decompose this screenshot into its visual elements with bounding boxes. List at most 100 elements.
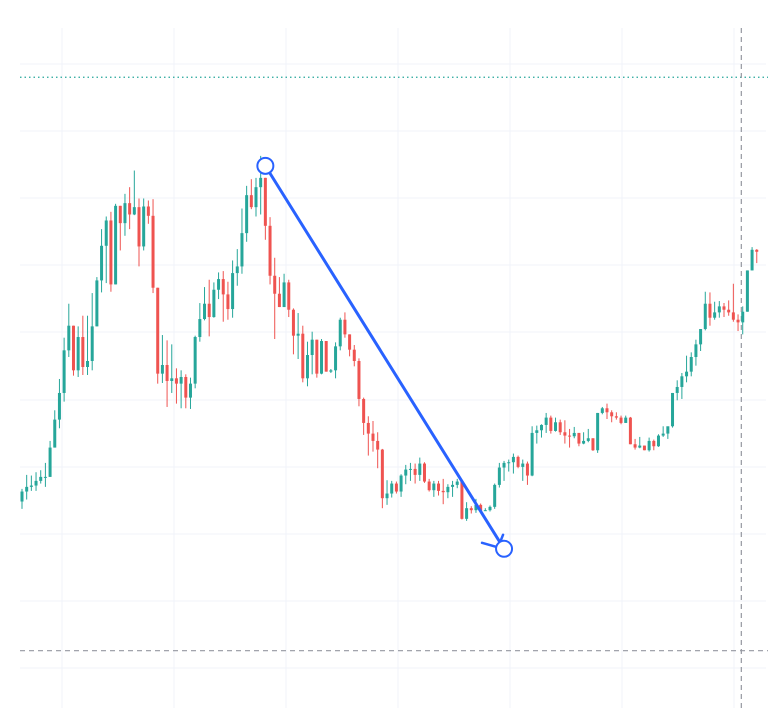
candle-down[interactable]	[736, 314, 740, 332]
candle-up[interactable]	[507, 459, 511, 472]
candle-body[interactable]	[511, 456, 515, 463]
candle-body[interactable]	[254, 187, 258, 208]
candle-up[interactable]	[296, 313, 300, 360]
candle-up[interactable]	[451, 480, 455, 497]
candle-down[interactable]	[619, 415, 623, 425]
candle-up[interactable]	[203, 287, 207, 321]
candle-up[interactable]	[334, 342, 338, 379]
candle-down[interactable]	[525, 461, 529, 485]
candle-body[interactable]	[259, 177, 263, 188]
candle-up[interactable]	[245, 185, 249, 242]
candle-up[interactable]	[624, 415, 628, 423]
candle-body[interactable]	[188, 383, 192, 398]
candle-up[interactable]	[521, 459, 525, 481]
candle-body[interactable]	[755, 249, 759, 252]
candle-down[interactable]	[708, 292, 712, 326]
candle-down[interactable]	[273, 257, 277, 340]
candle-body[interactable]	[67, 325, 71, 351]
candle-up[interactable]	[502, 460, 506, 481]
candle-body[interactable]	[174, 378, 178, 384]
candle-body[interactable]	[268, 225, 272, 276]
candle-body[interactable]	[525, 463, 529, 476]
candle-body[interactable]	[614, 416, 618, 418]
candle-body[interactable]	[104, 220, 108, 246]
candle-body[interactable]	[53, 419, 57, 448]
candle-body[interactable]	[563, 432, 567, 436]
candle-down[interactable]	[291, 308, 295, 355]
candle-up[interactable]	[432, 480, 436, 497]
candle-body[interactable]	[385, 493, 389, 499]
candle-body[interactable]	[469, 508, 473, 511]
candle-body[interactable]	[441, 490, 445, 493]
candle-up[interactable]	[48, 440, 52, 477]
candle-body[interactable]	[628, 417, 632, 445]
candle-body[interactable]	[114, 205, 118, 285]
candle-body[interactable]	[137, 207, 141, 247]
candle-body[interactable]	[170, 378, 174, 381]
candle-up[interactable]	[680, 372, 684, 399]
candle-up[interactable]	[446, 484, 450, 499]
candle-body[interactable]	[554, 422, 558, 431]
candle-body[interactable]	[43, 476, 47, 478]
candle-body[interactable]	[118, 205, 122, 224]
candle-body[interactable]	[642, 445, 646, 451]
candle-body[interactable]	[675, 386, 679, 393]
candle-body[interactable]	[151, 215, 155, 288]
candle-down[interactable]	[441, 478, 445, 505]
candle-body[interactable]	[20, 491, 24, 502]
candle-body[interactable]	[685, 371, 689, 377]
candle-body[interactable]	[413, 468, 417, 475]
candle-body[interactable]	[165, 364, 169, 381]
trend-line-drawing[interactable]	[256, 156, 514, 558]
candle-body[interactable]	[57, 392, 61, 420]
candle-body[interactable]	[610, 412, 614, 417]
candle-up[interactable]	[20, 488, 24, 509]
candle-body[interactable]	[76, 337, 80, 371]
candle-body[interactable]	[146, 206, 150, 216]
candle-body[interactable]	[497, 467, 501, 485]
candle-down[interactable]	[287, 279, 291, 318]
candle-body[interactable]	[437, 483, 441, 491]
candle-body[interactable]	[301, 333, 305, 379]
candle-up[interactable]	[188, 377, 192, 409]
candle-down[interactable]	[109, 211, 113, 292]
candle-down[interactable]	[343, 312, 347, 338]
candle-body[interactable]	[128, 203, 132, 215]
candle-up[interactable]	[212, 282, 216, 318]
candle-up[interactable]	[305, 341, 309, 387]
candle-up[interactable]	[741, 306, 745, 335]
candle-body[interactable]	[25, 486, 29, 492]
candle-body[interactable]	[418, 463, 422, 475]
candle-body[interactable]	[432, 483, 436, 491]
candle-body[interactable]	[647, 440, 651, 451]
candle-body[interactable]	[699, 329, 703, 345]
candle-up[interactable]	[689, 352, 693, 377]
candle-body[interactable]	[404, 469, 408, 476]
candle-body[interactable]	[221, 279, 225, 295]
candle-body[interactable]	[596, 412, 600, 451]
candle-body[interactable]	[212, 289, 216, 318]
candle-up[interactable]	[86, 315, 90, 375]
candle-up[interactable]	[76, 326, 80, 377]
candle-body[interactable]	[479, 504, 483, 511]
candle-up[interactable]	[235, 249, 239, 286]
candle-down[interactable]	[151, 199, 155, 294]
candle-up[interactable]	[57, 378, 61, 429]
trend-line-end-handle[interactable]	[495, 539, 514, 558]
candle-body[interactable]	[741, 311, 745, 323]
candle-down[interactable]	[558, 419, 562, 435]
trend-line[interactable]	[263, 164, 506, 551]
candle-up[interactable]	[572, 426, 576, 439]
candle-down[interactable]	[394, 481, 398, 494]
candle-body[interactable]	[348, 334, 352, 350]
candle-body[interactable]	[535, 430, 539, 433]
candle-up[interactable]	[25, 474, 29, 500]
candle-down[interactable]	[249, 179, 253, 210]
candle-body[interactable]	[455, 481, 459, 485]
candle-body[interactable]	[539, 424, 543, 431]
candle-body[interactable]	[245, 195, 249, 234]
candle-body[interactable]	[329, 370, 333, 372]
candle-body[interactable]	[48, 447, 52, 477]
candle-body[interactable]	[427, 481, 431, 491]
candle-up[interactable]	[240, 208, 244, 274]
